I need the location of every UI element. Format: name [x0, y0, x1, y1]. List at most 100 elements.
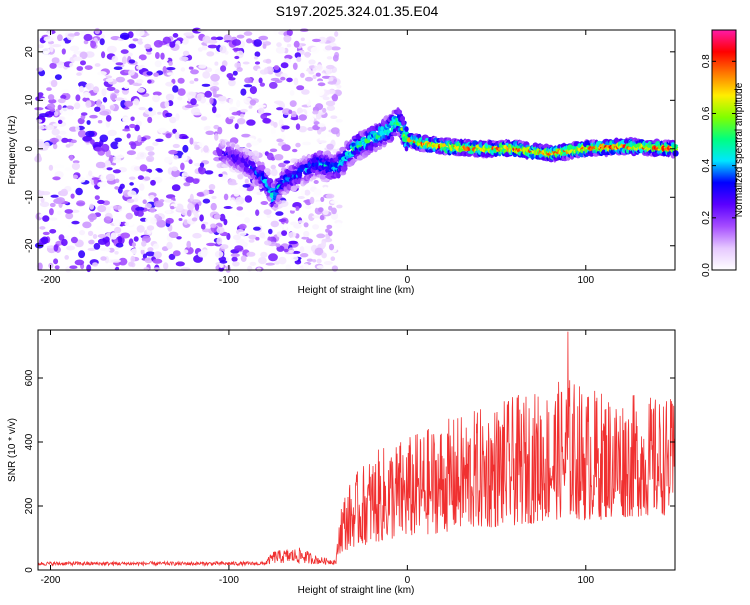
spectrogram-cell	[169, 41, 176, 48]
spectrogram-cell	[235, 201, 241, 206]
spectrogram-cell	[208, 184, 216, 190]
spectrogram-cell	[148, 107, 153, 112]
spectrogram-cell	[228, 77, 236, 81]
spectrogram-cell	[321, 132, 326, 139]
spectrogram-cell	[114, 251, 119, 255]
spectrogram-cell	[326, 143, 334, 150]
spectrogram-cell	[322, 209, 329, 215]
spectrogram-y-tick-label: 20	[24, 46, 35, 58]
spectrogram-cell	[188, 66, 194, 70]
spectrogram-cell	[237, 173, 244, 180]
spectrogram-cell	[299, 246, 305, 253]
spectrogram-cell	[95, 161, 106, 169]
snr-y-tick-label: 0	[24, 567, 35, 573]
spectrogram-cell	[36, 154, 42, 162]
spectrogram-cell	[145, 251, 155, 257]
spectrogram-cell	[181, 98, 187, 106]
spectrogram-cell	[163, 156, 173, 164]
spectrogram-cell	[70, 193, 75, 199]
spectrogram-cell	[330, 115, 338, 119]
spectrogram-cell	[246, 119, 256, 126]
spectrogram-cell	[255, 236, 260, 241]
spectrogram-cell	[105, 248, 111, 252]
spectrogram-cell	[142, 199, 147, 204]
spectrogram-cell	[292, 62, 298, 70]
spectrogram-cell	[211, 195, 217, 200]
spectrogram-cell	[80, 112, 88, 116]
spectrogram-cell	[255, 209, 260, 216]
spectrogram-cell	[304, 205, 312, 210]
spectrogram-cell	[146, 155, 155, 162]
spectrogram-cell	[198, 166, 203, 172]
spectrogram-cell	[130, 248, 141, 255]
spectrogram-cell	[269, 148, 278, 153]
spectrogram-cell	[165, 93, 175, 102]
spectrogram-cell	[135, 28, 145, 37]
spectrogram-cell	[175, 113, 180, 121]
spectrogram-cell	[216, 36, 224, 41]
spectrogram-cell	[54, 74, 62, 80]
spectrogram-cell	[47, 94, 55, 101]
spectrogram-cell	[64, 255, 69, 260]
spectrogram-cell	[67, 224, 76, 228]
spectrogram-cell	[112, 205, 122, 210]
spectrogram-cell	[83, 33, 93, 42]
spectrogram-cell	[303, 98, 309, 103]
spectrogram-cell	[322, 96, 330, 101]
spectrogram-cell	[153, 243, 160, 250]
spectrogram-cell	[312, 74, 317, 79]
spectrogram-cell	[173, 155, 179, 160]
spectrogram-cell	[106, 45, 117, 54]
spectrogram-cell	[50, 194, 59, 198]
spectrogram-cell	[78, 81, 88, 88]
spectrogram-cell	[290, 117, 299, 121]
spectrogram-cell	[37, 262, 43, 271]
spectrogram-cell	[309, 196, 315, 204]
spectrogram-y-tick-label: 10	[24, 94, 35, 106]
spectrogram-cell	[308, 65, 315, 69]
spectrogram-cell	[76, 72, 82, 76]
spectrogram-cell	[302, 141, 312, 146]
spectrogram-cell	[298, 114, 307, 121]
spectrogram-cell	[39, 213, 44, 218]
spectrogram-cell	[172, 143, 180, 149]
spectrogram-cell	[58, 234, 65, 241]
spectrogram-cell	[52, 44, 62, 48]
spectrogram-cell	[132, 38, 139, 42]
spectrogram-cell	[46, 29, 52, 37]
spectrogram-cell	[330, 256, 336, 262]
spectrogram-ridge-cell	[266, 171, 271, 176]
spectrogram-cell	[97, 205, 107, 213]
spectrogram-cell	[202, 228, 211, 233]
spectrogram-cell	[90, 139, 95, 145]
spectrogram-cell	[202, 198, 211, 204]
spectrogram-cell	[131, 85, 136, 92]
spectrogram-cell	[50, 79, 58, 88]
spectrogram-cell	[314, 247, 324, 256]
spectrogram-cell	[226, 73, 234, 79]
snr-x-tick-label: -100	[219, 575, 239, 586]
spectrogram-cell	[111, 156, 121, 164]
spectrogram-cell	[181, 172, 189, 177]
spectrogram-cell	[207, 44, 218, 49]
spectrogram-cell	[78, 250, 86, 259]
spectrogram-cell	[212, 88, 217, 96]
spectrogram-cell	[188, 62, 197, 67]
spectrogram-cell	[89, 203, 94, 210]
spectrogram-cell	[283, 223, 288, 230]
spectrogram-cell	[192, 209, 197, 216]
spectrogram-cell	[49, 137, 59, 143]
spectrogram-cell	[322, 107, 327, 113]
spectrogram-cell	[164, 199, 174, 203]
spectrogram-cell	[126, 198, 135, 203]
spectrogram-cell	[317, 140, 327, 144]
spectrogram-cell	[296, 56, 302, 62]
spectrogram-cell	[248, 234, 257, 240]
spectrogram-cell	[296, 85, 305, 91]
spectrogram-cell	[308, 70, 315, 75]
spectrogram-cell	[270, 164, 276, 170]
spectrogram-cell	[260, 251, 268, 258]
spectrogram-cell	[275, 46, 286, 54]
spectrogram-cell	[72, 174, 79, 179]
spectrogram-cell	[323, 261, 333, 265]
